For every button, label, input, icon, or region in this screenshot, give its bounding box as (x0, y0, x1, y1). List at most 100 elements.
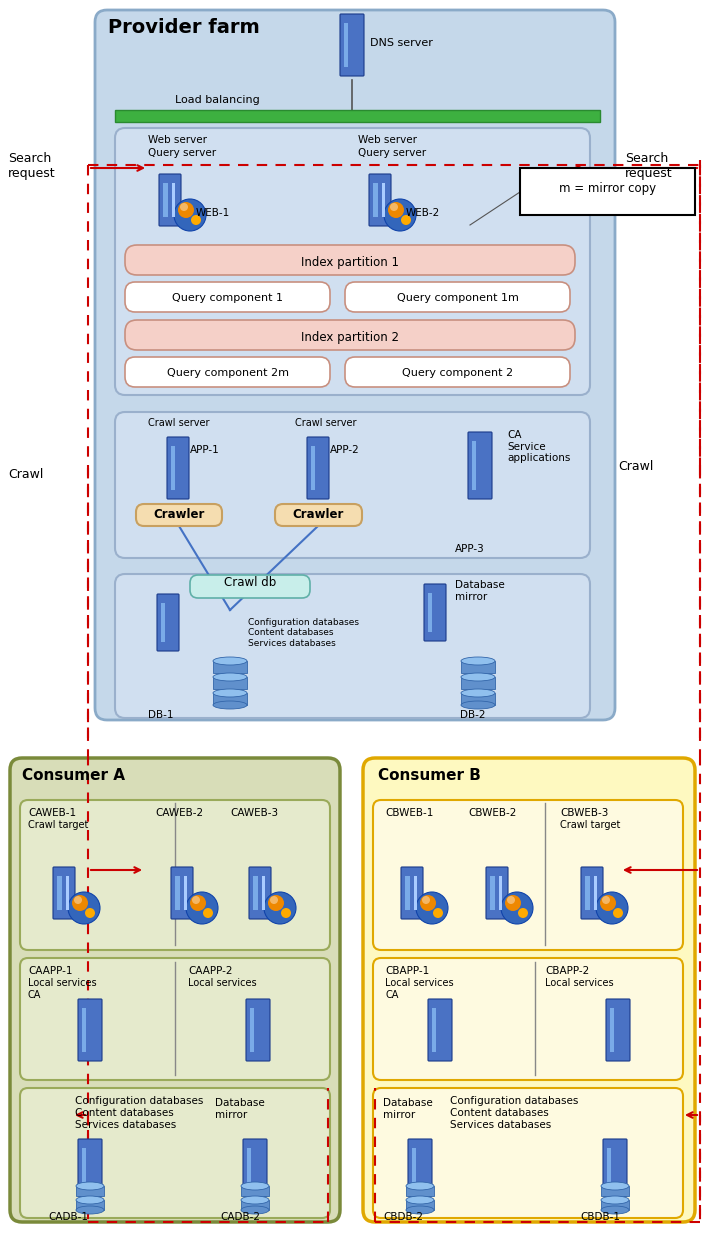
Circle shape (602, 896, 610, 904)
Text: CADB-1: CADB-1 (48, 1212, 88, 1222)
Bar (184, 875, 187, 910)
FancyBboxPatch shape (340, 14, 364, 76)
Text: DB-1: DB-1 (148, 710, 173, 720)
FancyBboxPatch shape (246, 999, 270, 1062)
Text: Configuration databases
Content databases
Services databases: Configuration databases Content database… (248, 618, 359, 647)
Text: CBAPP-2: CBAPP-2 (545, 965, 589, 977)
FancyBboxPatch shape (20, 800, 330, 949)
FancyBboxPatch shape (275, 504, 362, 526)
Bar (175, 875, 180, 910)
Bar (163, 182, 168, 217)
Circle shape (190, 895, 206, 911)
Ellipse shape (461, 689, 495, 697)
Bar (344, 23, 348, 67)
Bar (373, 182, 378, 217)
Circle shape (74, 896, 82, 904)
Text: Web server: Web server (358, 134, 417, 145)
FancyBboxPatch shape (486, 867, 508, 919)
Text: CA: CA (385, 990, 398, 1000)
Circle shape (203, 907, 213, 919)
FancyBboxPatch shape (125, 358, 330, 387)
Ellipse shape (601, 1206, 629, 1215)
Circle shape (422, 896, 430, 904)
Ellipse shape (461, 657, 495, 665)
FancyBboxPatch shape (171, 867, 193, 919)
Text: WEB-1: WEB-1 (196, 208, 231, 218)
Text: Local services: Local services (545, 978, 613, 988)
Circle shape (505, 895, 521, 911)
Text: Content databases: Content databases (450, 1108, 548, 1118)
Bar (601, 1186, 629, 1196)
Text: Services databases: Services databases (450, 1120, 551, 1129)
Ellipse shape (213, 689, 247, 697)
Text: Configuration databases: Configuration databases (75, 1096, 203, 1106)
FancyBboxPatch shape (307, 436, 329, 499)
Bar (311, 446, 315, 490)
Bar (76, 1186, 104, 1196)
Text: Index partition 1: Index partition 1 (301, 256, 399, 269)
Ellipse shape (601, 1196, 629, 1203)
Bar (82, 1009, 86, 1052)
FancyBboxPatch shape (95, 10, 615, 720)
Ellipse shape (601, 1182, 629, 1190)
Bar (461, 693, 495, 705)
Bar (213, 677, 247, 689)
Bar (76, 1200, 104, 1210)
Text: CADB-2: CADB-2 (220, 1212, 260, 1222)
Text: Crawler: Crawler (153, 508, 204, 522)
Circle shape (68, 891, 100, 924)
FancyBboxPatch shape (78, 999, 102, 1062)
Text: DNS server: DNS server (370, 38, 433, 48)
Circle shape (613, 907, 623, 919)
Text: Services databases: Services databases (75, 1120, 176, 1129)
FancyBboxPatch shape (53, 867, 75, 919)
Ellipse shape (76, 1182, 104, 1190)
Circle shape (192, 896, 200, 904)
Bar (585, 875, 590, 910)
Circle shape (174, 199, 206, 231)
Text: Database
mirror: Database mirror (383, 1099, 433, 1120)
Text: Search
request: Search request (8, 152, 56, 180)
Bar (406, 1186, 434, 1196)
Text: Query component 1: Query component 1 (173, 293, 283, 303)
FancyBboxPatch shape (606, 999, 630, 1062)
FancyBboxPatch shape (424, 584, 446, 641)
Bar (461, 661, 495, 673)
Text: CAAPP-1: CAAPP-1 (28, 965, 73, 977)
FancyBboxPatch shape (125, 321, 575, 350)
Bar (172, 182, 175, 217)
Bar (82, 1148, 86, 1187)
Bar (241, 1186, 269, 1196)
Circle shape (420, 895, 436, 911)
Text: CAWEB-2: CAWEB-2 (155, 808, 203, 817)
FancyBboxPatch shape (159, 174, 181, 226)
Circle shape (433, 907, 443, 919)
Ellipse shape (461, 702, 495, 709)
Ellipse shape (76, 1206, 104, 1215)
Text: DB-2: DB-2 (460, 710, 486, 720)
FancyBboxPatch shape (468, 432, 492, 499)
Bar (414, 875, 417, 910)
FancyBboxPatch shape (20, 958, 330, 1080)
Bar (610, 1009, 614, 1052)
Text: Content databases: Content databases (75, 1108, 173, 1118)
Circle shape (270, 896, 278, 904)
Bar (247, 1148, 251, 1187)
Bar (432, 1009, 436, 1052)
Text: CAAPP-2: CAAPP-2 (188, 965, 233, 977)
Text: Database
mirror: Database mirror (455, 580, 505, 602)
FancyBboxPatch shape (345, 358, 570, 387)
Ellipse shape (406, 1206, 434, 1215)
Circle shape (507, 896, 515, 904)
Bar (250, 1009, 254, 1052)
Ellipse shape (213, 657, 247, 665)
FancyBboxPatch shape (581, 867, 603, 919)
FancyBboxPatch shape (115, 128, 590, 395)
Circle shape (264, 891, 296, 924)
FancyBboxPatch shape (345, 282, 570, 312)
Circle shape (416, 891, 448, 924)
Bar (405, 875, 410, 910)
FancyBboxPatch shape (363, 758, 695, 1222)
FancyBboxPatch shape (373, 800, 683, 949)
Text: Crawl db: Crawl db (224, 577, 276, 589)
